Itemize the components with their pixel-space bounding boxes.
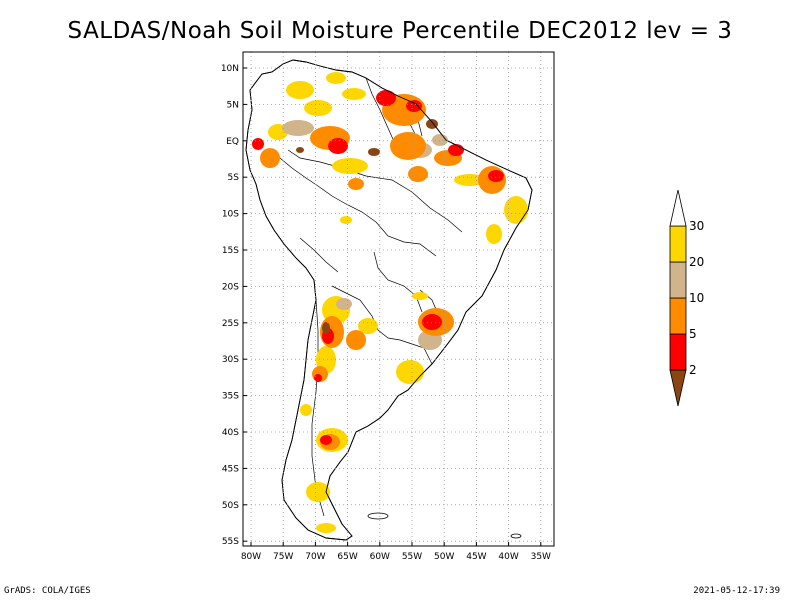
patch-yellow [340, 216, 352, 224]
lat-tick-label: 5N [227, 100, 239, 110]
lon-tick-label: 75W [273, 552, 293, 562]
continent-layer [245, 59, 533, 541]
patch-red [488, 170, 504, 182]
lon-tick-label: 50W [434, 552, 454, 562]
patch-yellow [316, 523, 336, 533]
legend-label: 30 [689, 219, 704, 233]
patch-brown [322, 322, 330, 334]
lon-tick-label: 45W [466, 552, 486, 562]
lat-tick-label: 55S [222, 537, 239, 547]
patch-yellow [332, 158, 368, 174]
legend-lower-arrow [669, 369, 687, 407]
lon-tick-label: 40W [498, 552, 518, 562]
lat-tick-label: 5S [228, 173, 240, 183]
lon-tick-label: 60W [370, 552, 390, 562]
lat-tick-label: 10N [221, 64, 239, 74]
patch-orange [390, 132, 426, 160]
lat-tick-label: 35S [222, 392, 239, 402]
map-frame [242, 51, 555, 547]
patch-red [406, 100, 422, 112]
patch-yellow [454, 174, 486, 186]
patch-orange [260, 148, 280, 168]
patch-red [328, 138, 348, 154]
lon-tick-label: 35W [531, 552, 551, 562]
map-title: SALDAS/Noah Soil Moisture Percentile DEC… [67, 18, 733, 44]
lon-tick-label: 80W [241, 552, 261, 562]
patch-red [376, 90, 396, 106]
patch-yellow [504, 196, 528, 224]
legend-swatch [669, 261, 687, 299]
patch-tan [282, 120, 314, 136]
falkland-islands [367, 512, 389, 520]
patch-red [422, 314, 442, 330]
lat-tick-label: 40S [222, 428, 239, 438]
legend-swatch [669, 333, 687, 371]
patch-yellow [326, 72, 346, 84]
patch-yellow [300, 404, 312, 416]
longitude-labels: 80W 75W 70W 65W 60W 55W 50W 45W 40W 35W [241, 552, 551, 562]
lon-tick-label: 70W [305, 552, 325, 562]
lat-tick-label: EQ [226, 137, 239, 147]
lat-tick-label: 10S [222, 210, 239, 220]
lat-tick-label: 15S [222, 246, 239, 256]
lon-tick-label: 55W [402, 552, 422, 562]
patch-orange [408, 166, 428, 182]
patch-red [320, 435, 332, 445]
patch-orange [346, 330, 366, 350]
south-georgia-island [510, 533, 522, 539]
lat-tick-label: 20S [222, 282, 239, 292]
legend-label: 20 [689, 255, 704, 269]
patch-yellow [412, 292, 428, 300]
lon-tick-label: 65W [337, 552, 357, 562]
patch-orange [348, 178, 364, 190]
lat-tick-label: 45S [222, 464, 239, 474]
patch-yellow [396, 360, 424, 384]
graticule [243, 52, 554, 546]
patch-yellow [486, 224, 502, 244]
patch-yellow [306, 482, 330, 502]
patch-brown [368, 148, 380, 156]
legend-swatch [669, 297, 687, 335]
percentile-patches [252, 72, 528, 533]
timestamp: 2021-05-12-17:39 [693, 586, 780, 596]
lat-tick-label: 50S [222, 501, 239, 511]
patch-brown [296, 147, 304, 153]
patch-yellow [358, 318, 378, 334]
legend-label: 10 [689, 291, 704, 305]
grads-credit: GrADS: COLA/IGES [4, 586, 91, 596]
latitude-labels: 10N 5N EQ 5S 10S 15S 20S 25S 30S 35S 40S 45S 50S 55S [221, 64, 239, 547]
patch-red [314, 374, 322, 382]
legend-label: 5 [689, 327, 697, 341]
patch-yellow [286, 81, 314, 99]
legend-upper-arrow [669, 189, 687, 227]
lat-tick-label: 30S [222, 355, 239, 365]
lat-tick-label: 25S [222, 319, 239, 329]
legend-label: 2 [689, 363, 697, 377]
legend-swatch [669, 225, 687, 263]
